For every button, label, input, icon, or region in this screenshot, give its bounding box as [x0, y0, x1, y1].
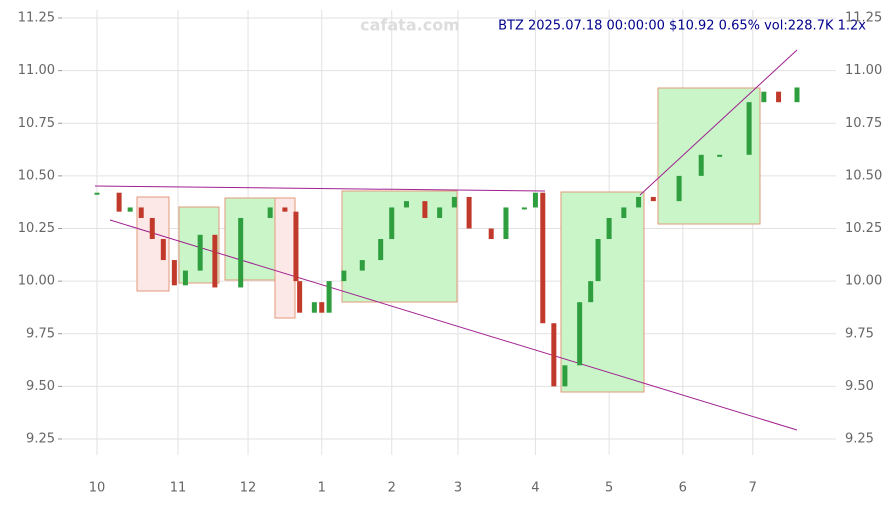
candle	[238, 217, 244, 288]
zone	[657, 87, 761, 225]
x-tick-label: 11	[170, 481, 187, 496]
x-tick-label: 2	[388, 481, 396, 496]
y-tick-label: 10.50	[18, 168, 55, 183]
candle	[562, 365, 568, 387]
candle	[282, 207, 288, 212]
x-tick-label: 4	[531, 481, 539, 496]
x-tick-label: 5	[605, 481, 613, 496]
candle	[197, 234, 203, 271]
y-tick-label-right: 10.50	[845, 168, 882, 183]
candle	[521, 207, 527, 210]
trend-line	[639, 49, 798, 196]
candle	[437, 207, 443, 218]
candle	[297, 281, 303, 313]
y-tick-label-right: 11.00	[845, 63, 882, 78]
candle	[488, 228, 494, 240]
zone	[560, 191, 645, 393]
candle	[311, 302, 317, 313]
y-tick-label: 10.75	[18, 116, 55, 131]
candle	[359, 260, 365, 271]
x-tick-label: 1	[318, 481, 326, 496]
candle	[717, 154, 723, 157]
y-tick-label-right: 9.75	[845, 326, 874, 341]
candle	[503, 207, 509, 240]
y-tick-label: 11.00	[18, 63, 55, 78]
candle	[794, 87, 800, 103]
candle	[182, 270, 188, 286]
candle	[451, 196, 457, 208]
candle	[606, 217, 612, 240]
x-tick-label: 12	[240, 481, 257, 496]
candle	[595, 239, 601, 282]
y-tick-label: 10.00	[18, 274, 55, 289]
y-tick-label-right: 9.25	[845, 432, 874, 447]
candle	[127, 207, 133, 212]
y-tick-label: 11.25	[18, 11, 55, 26]
y-tick-label: 10.25	[18, 221, 55, 236]
candle	[403, 201, 409, 208]
candle	[698, 154, 704, 176]
candle	[650, 196, 656, 202]
zone	[224, 197, 276, 281]
y-tick-label-right: 10.00	[845, 274, 882, 289]
candle	[577, 302, 583, 366]
candle	[94, 192, 100, 195]
y-tick-label-right: 10.75	[845, 116, 882, 131]
zone	[274, 197, 296, 319]
candle	[293, 211, 299, 282]
y-tick-label-right: 10.25	[845, 221, 882, 236]
candle	[341, 270, 347, 282]
candle	[776, 91, 782, 103]
y-tick-label-right: 9.50	[845, 379, 874, 394]
watermark: cafata.com	[360, 16, 460, 35]
candle	[319, 302, 325, 313]
candle	[422, 201, 428, 218]
y-tick-label: 9.25	[26, 432, 55, 447]
x-tick-label: 10	[89, 481, 106, 496]
trend-line	[94, 185, 546, 192]
candle	[636, 196, 642, 208]
x-tick-label: 7	[749, 481, 757, 496]
x-tick-label: 3	[454, 481, 462, 496]
x-tick-label: 6	[679, 481, 687, 496]
candle	[588, 281, 594, 303]
y-tick-label-right: 11.25	[845, 11, 882, 26]
candle	[171, 260, 177, 286]
candle	[621, 207, 627, 218]
y-tick-label: 9.50	[26, 379, 55, 394]
trend-line	[109, 219, 798, 431]
candle	[551, 323, 557, 387]
chart-title: BTZ 2025.07.18 00:00:00 $10.92 0.65% vol…	[498, 19, 866, 34]
y-tick-label: 9.75	[26, 326, 55, 341]
candle	[149, 217, 155, 240]
candle	[761, 91, 767, 103]
candle	[116, 192, 122, 212]
candle	[532, 192, 538, 208]
candle	[326, 281, 332, 313]
candle	[676, 175, 682, 202]
decor	[94, 49, 798, 431]
candle	[212, 234, 218, 288]
candle	[267, 207, 273, 218]
candle	[138, 207, 144, 218]
candle	[160, 239, 166, 261]
candle	[466, 196, 472, 229]
candle	[746, 102, 752, 155]
candle	[378, 239, 384, 261]
candle	[389, 207, 395, 240]
candle	[540, 192, 546, 324]
